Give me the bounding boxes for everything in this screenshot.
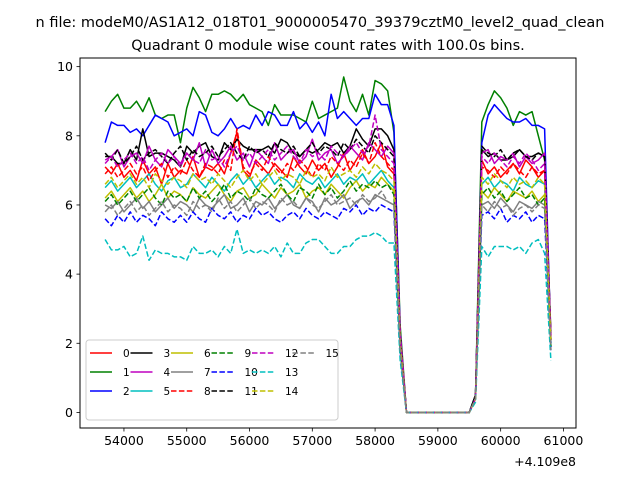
y-axis: 0 2 4 6 8 10 (57, 59, 80, 420)
legend-label-0: 0 (123, 348, 130, 360)
x-tick-label: 58000 (355, 433, 395, 448)
legend-label-12: 12 (285, 348, 298, 360)
legend-label-11: 11 (245, 386, 258, 398)
x-tick-label: 55000 (167, 433, 207, 448)
legend-label-14: 14 (285, 386, 299, 398)
y-tick-label: 6 (65, 197, 73, 212)
legend-label-4: 4 (164, 367, 171, 379)
legend-label-6: 6 (204, 348, 211, 360)
figure-suptitle: n file: modeM0/AS1A12_018T01_9000005470_… (36, 15, 605, 31)
chart-title: Quadrant 0 module wise count rates with … (131, 38, 525, 54)
x-tick-label: 59000 (418, 433, 458, 448)
x-tick-label: 60000 (481, 433, 521, 448)
legend-label-15: 15 (326, 348, 339, 360)
x-axis-offset-label: +4.109e8 (514, 454, 576, 469)
legend-label-13: 13 (285, 367, 298, 379)
y-tick-label: 4 (65, 267, 73, 282)
y-tick-label: 8 (65, 128, 73, 143)
y-tick-label: 0 (65, 405, 73, 420)
legend-label-2: 2 (123, 386, 130, 398)
legend-label-9: 9 (245, 348, 252, 360)
y-tick-label: 10 (57, 59, 73, 74)
legend-label-5: 5 (164, 386, 171, 398)
legend-label-1: 1 (123, 367, 130, 379)
x-tick-label: 56000 (230, 433, 270, 448)
legend-label-3: 3 (164, 348, 171, 360)
x-axis: 54000 55000 56000 57000 58000 59000 60000 61000 (104, 428, 583, 448)
x-tick-label: 54000 (104, 433, 144, 448)
x-tick-label: 57000 (292, 433, 332, 448)
legend-label-8: 8 (204, 386, 211, 398)
legend-label-7: 7 (204, 367, 211, 379)
y-tick-label: 2 (65, 336, 73, 351)
x-tick-label: 61000 (544, 433, 584, 448)
legend-label-10: 10 (245, 367, 258, 379)
